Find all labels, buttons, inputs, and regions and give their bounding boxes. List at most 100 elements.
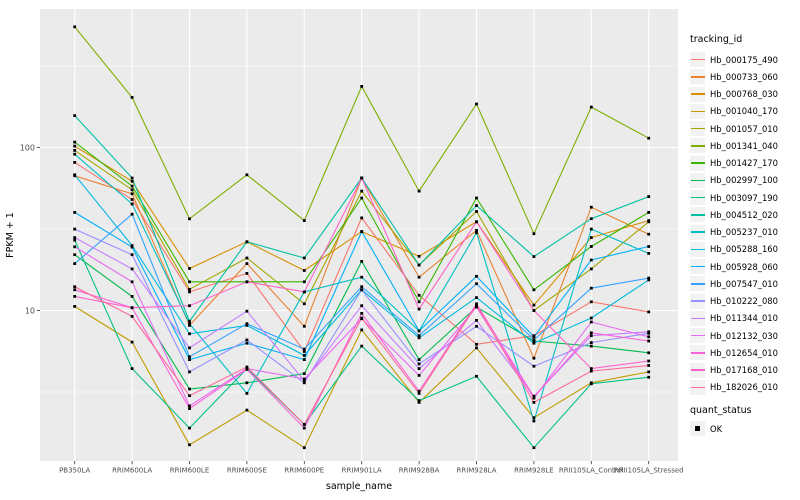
data-point bbox=[302, 426, 306, 430]
data-point bbox=[302, 446, 306, 450]
data-point bbox=[130, 176, 134, 180]
x-tick-label: RRIM928BA bbox=[399, 467, 440, 475]
data-point bbox=[532, 335, 536, 339]
data-point bbox=[647, 310, 651, 314]
data-point bbox=[130, 184, 134, 188]
data-point bbox=[188, 217, 191, 221]
data-point bbox=[532, 419, 536, 423]
legend-label: Hb_001040_170 bbox=[710, 106, 778, 117]
data-point bbox=[245, 381, 249, 385]
shape-legend-label: OK bbox=[710, 423, 723, 434]
legend-key bbox=[690, 172, 705, 188]
legend-swatch-line-icon bbox=[690, 317, 705, 320]
data-point bbox=[475, 210, 478, 213]
y-tick-label: 10 bbox=[25, 306, 35, 315]
legend-label: Hb_000768_030 bbox=[710, 89, 778, 100]
legend-key bbox=[690, 69, 705, 85]
data-point bbox=[647, 370, 651, 374]
data-point bbox=[302, 354, 306, 357]
data-point bbox=[647, 278, 651, 282]
data-point bbox=[188, 319, 191, 323]
data-point bbox=[532, 288, 536, 292]
legend-key bbox=[690, 276, 705, 292]
data-point bbox=[360, 304, 364, 308]
data-point bbox=[302, 280, 306, 284]
legend-label: Hb_001341_040 bbox=[710, 140, 778, 151]
legend-label: Hb_005237_010 bbox=[710, 227, 778, 238]
legend-key bbox=[690, 190, 705, 206]
data-point bbox=[647, 375, 651, 379]
data-point bbox=[130, 198, 134, 201]
data-point bbox=[302, 347, 306, 351]
data-point bbox=[245, 368, 249, 371]
data-point bbox=[647, 220, 651, 224]
x-tick-label: RRIM600LE bbox=[170, 467, 210, 475]
data-point bbox=[188, 304, 191, 308]
data-point bbox=[532, 401, 536, 404]
legend-label: Hb_000175_490 bbox=[710, 54, 778, 65]
legend-swatch-line-icon bbox=[690, 248, 705, 251]
data-point bbox=[417, 358, 421, 361]
legend-key bbox=[690, 362, 705, 378]
data-point bbox=[188, 324, 191, 327]
legend-key bbox=[690, 379, 705, 395]
data-point bbox=[360, 230, 364, 233]
data-point bbox=[532, 356, 536, 360]
data-point bbox=[73, 238, 77, 242]
legend-item: Hb_011344_010 bbox=[690, 310, 798, 327]
legend-swatch-line-icon bbox=[690, 93, 705, 95]
data-point bbox=[475, 229, 478, 232]
data-point bbox=[245, 309, 249, 313]
data-point bbox=[532, 303, 536, 307]
data-point bbox=[73, 211, 77, 214]
legend-label: Hb_001427_170 bbox=[710, 158, 778, 169]
legend-label: Hb_182026_010 bbox=[710, 382, 778, 393]
data-point bbox=[130, 367, 134, 370]
legend-swatch-line-icon bbox=[690, 283, 705, 285]
data-point bbox=[188, 267, 191, 270]
data-point bbox=[647, 232, 651, 236]
data-point bbox=[245, 173, 249, 177]
data-point bbox=[130, 212, 134, 216]
data-point bbox=[73, 227, 77, 231]
data-point bbox=[647, 136, 651, 140]
data-point bbox=[360, 344, 364, 348]
data-point bbox=[475, 319, 478, 322]
data-point bbox=[130, 179, 134, 183]
data-point bbox=[302, 381, 306, 385]
legend-label: Hb_012132_030 bbox=[710, 330, 778, 341]
data-point bbox=[188, 407, 191, 410]
data-point bbox=[589, 334, 593, 338]
legend-key bbox=[690, 293, 705, 309]
x-tick-label: RRIM928LE bbox=[514, 467, 554, 475]
data-point bbox=[302, 423, 306, 426]
data-point bbox=[302, 324, 306, 328]
data-point bbox=[475, 204, 478, 207]
legend-key bbox=[690, 310, 705, 326]
data-point bbox=[302, 372, 306, 375]
data-point bbox=[73, 152, 77, 156]
data-point bbox=[417, 263, 421, 267]
data-point bbox=[360, 189, 364, 193]
data-point bbox=[589, 369, 593, 373]
shape-legend-title: quant_status bbox=[690, 405, 752, 416]
legend-label: Hb_017168_010 bbox=[710, 365, 778, 376]
data-point bbox=[647, 351, 651, 355]
legend-key bbox=[690, 52, 705, 68]
legend-label: Hb_011344_010 bbox=[710, 313, 778, 324]
legend-item: Hb_012654_010 bbox=[690, 344, 798, 361]
legend-key bbox=[690, 86, 705, 102]
data-point bbox=[360, 196, 364, 200]
legend-label: Hb_002997_100 bbox=[710, 175, 778, 186]
data-point bbox=[360, 275, 364, 279]
data-point bbox=[589, 331, 593, 335]
data-point bbox=[475, 231, 478, 235]
data-point bbox=[647, 276, 651, 280]
data-point bbox=[475, 324, 478, 328]
data-point bbox=[532, 416, 536, 420]
legend-item: Hb_004512_020 bbox=[690, 206, 798, 223]
data-point bbox=[130, 280, 134, 284]
data-point bbox=[245, 338, 249, 342]
x-tick-label: RRIM600PE bbox=[284, 467, 324, 475]
